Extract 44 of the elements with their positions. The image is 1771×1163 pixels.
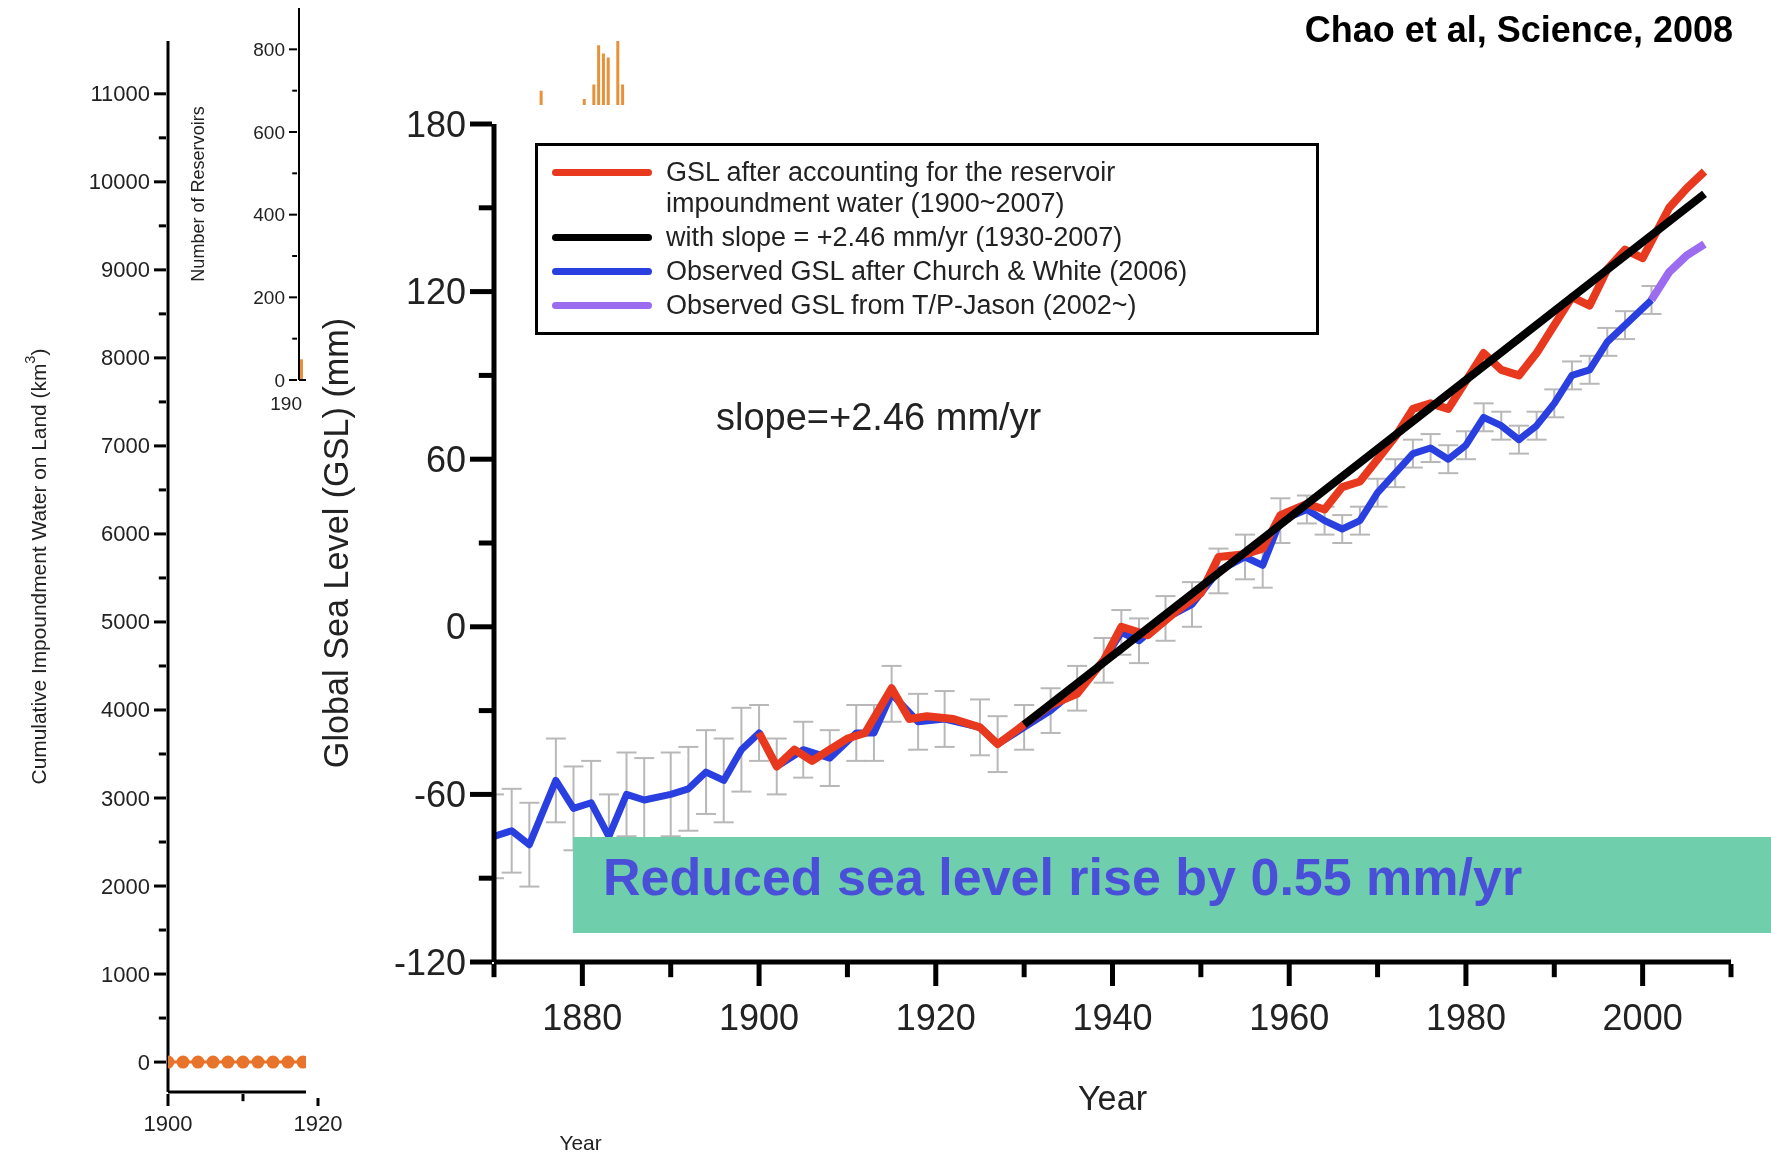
text: Chao et al, Science, 2008: [1304, 9, 1733, 51]
y-tick-label: 600: [253, 121, 285, 143]
y-tick-label: 4000: [101, 697, 150, 723]
y-tick-label: 1000: [101, 961, 150, 987]
y-tick-label: 5000: [101, 609, 150, 635]
legend-label: Observed GSL after Church & White (2006): [666, 256, 1188, 287]
y-tick-label: 2000: [101, 873, 150, 899]
x-tick-label: 1900: [719, 996, 800, 1038]
y-tick-label: 60: [425, 438, 466, 480]
y-tick-label: 11000: [90, 81, 150, 107]
x-axis-title: Year: [559, 1131, 602, 1154]
y-tick-label: 400: [253, 204, 285, 226]
y-tick-label: 10000: [88, 169, 150, 195]
annotation: Reduced sea level rise by 0.55 mm/yr: [603, 847, 1523, 907]
x-tick-label: 1960: [1249, 996, 1330, 1038]
x-tick-label: 1900: [143, 1111, 193, 1137]
y-tick-label: 9000: [101, 257, 150, 283]
y-tick-label: 0: [445, 606, 466, 648]
x-tick-label: 2000: [1602, 996, 1683, 1038]
x-tick-label: 1920: [895, 996, 976, 1038]
legend-label: with slope = +2.46 mm/yr (1930-2007): [666, 222, 1123, 253]
y-tick-label: 120: [405, 271, 466, 313]
y-axis-title: Global Sea Level (GSL) (mm): [317, 317, 355, 769]
x-tick-label: 1880: [542, 996, 623, 1038]
legend-label: GSL after accounting for the reservoir impoundment water (1900~2007): [666, 157, 1117, 219]
x-tick-label: 1940: [1072, 996, 1153, 1038]
y-tick-label: 200: [253, 286, 285, 308]
y-axis-title: Number of Reservoirs: [188, 106, 208, 282]
y-tick-label: 800: [253, 38, 285, 60]
y-tick-label: -120: [393, 941, 466, 983]
y-tick-label: 6000: [101, 521, 150, 547]
y-tick-label: 7000: [101, 433, 150, 459]
x-tick-label: 1920: [293, 1111, 343, 1137]
y-tick-label: 0: [274, 369, 285, 391]
x-axis-title: Year: [1077, 1079, 1148, 1117]
x-tick-label: 1980: [1425, 996, 1506, 1038]
y-tick-label: 180: [405, 103, 466, 145]
y-tick-label: 0: [137, 1049, 150, 1075]
legend-label: Observed GSL from T/P-Jason (2002~): [666, 290, 1137, 321]
annotation: slope=+2.46 mm/yr: [716, 396, 1042, 438]
y-tick-label: 3000: [101, 785, 150, 811]
y-tick-label: -60: [413, 773, 466, 815]
y-tick-label: 8000: [101, 345, 150, 371]
annotation: 190: [270, 393, 302, 414]
